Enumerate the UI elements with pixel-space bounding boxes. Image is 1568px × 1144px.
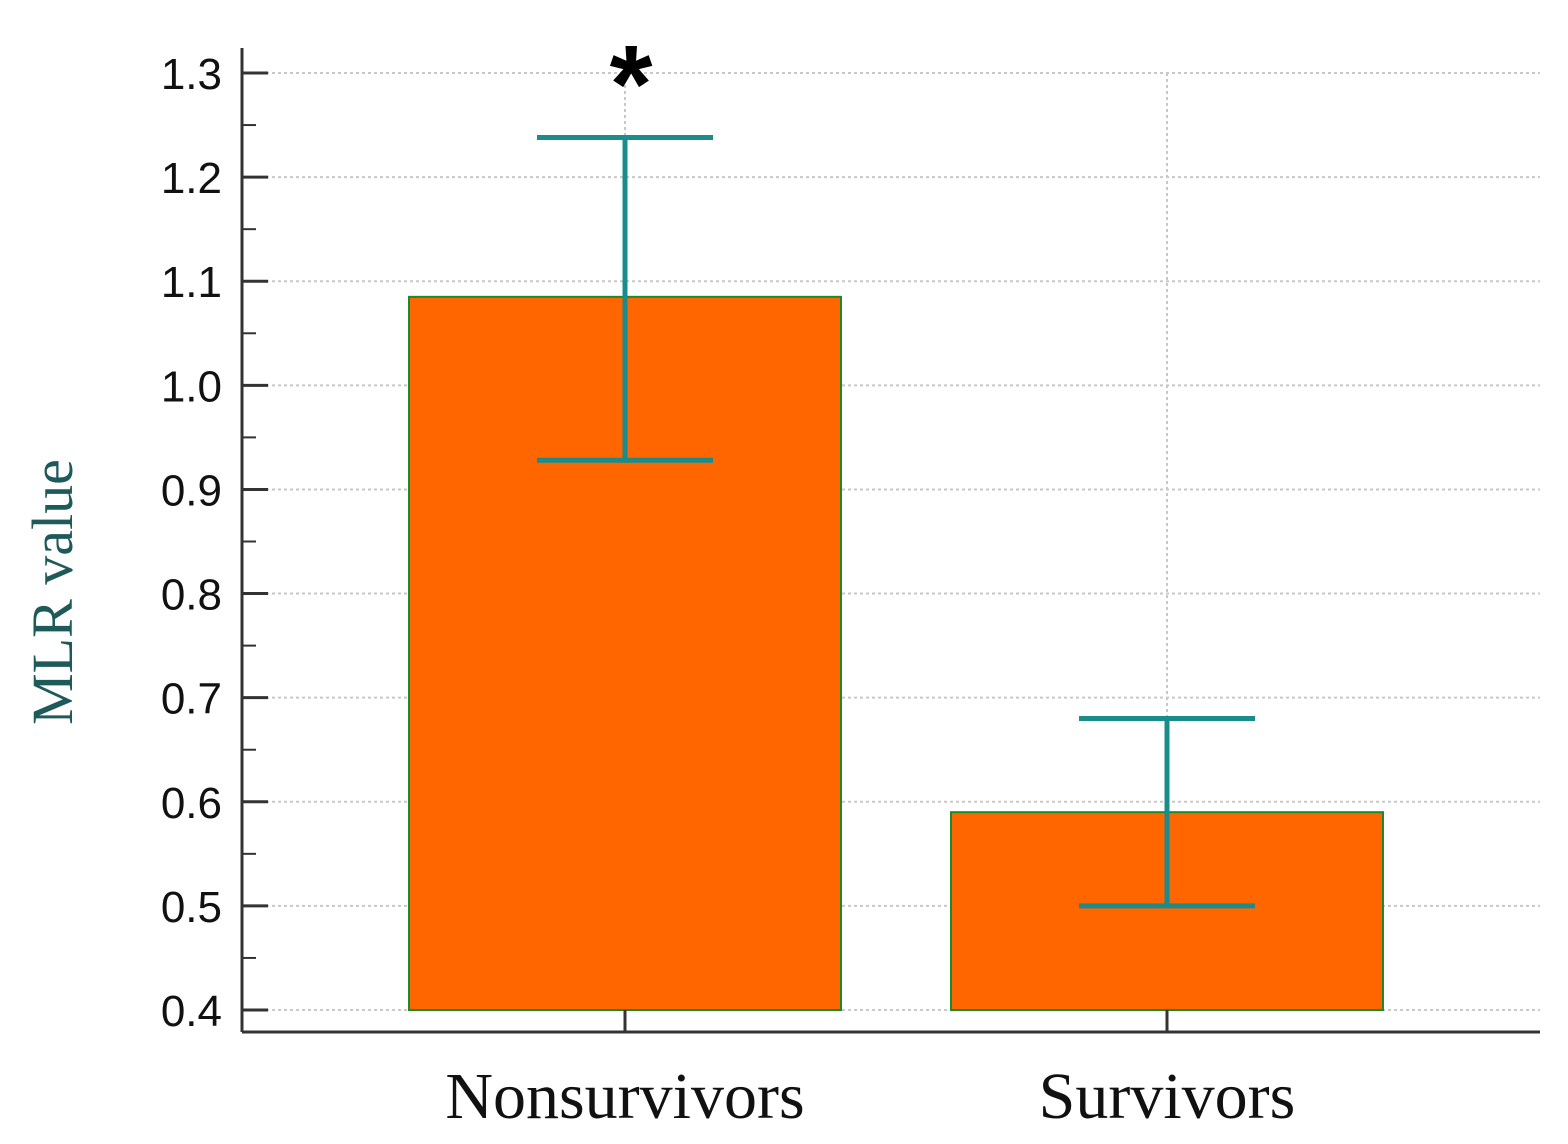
x-category-label-survivors: Survivors: [1039, 1060, 1296, 1133]
annotations: *: [610, 23, 653, 146]
x-category-labels: Nonsurvivors Survivors: [445, 1060, 1295, 1133]
bars: [408, 295, 1384, 1012]
y-tick-label: 0.7: [161, 675, 222, 724]
y-tick-label: 1.3: [161, 50, 222, 99]
y-tick-label: 0.9: [161, 466, 222, 515]
y-tick-label: 0.6: [161, 779, 222, 828]
y-tick-label: 0.8: [161, 571, 222, 620]
y-tick-labels: 0.4 0.5 0.6 0.7 0.8 0.9 1.0 1.1 1.2 1.3: [161, 50, 222, 1036]
error-bars: [537, 135, 1255, 909]
significance-asterisk: *: [610, 23, 653, 146]
y-tick-label: 1.0: [161, 362, 222, 411]
y-tick-label: 1.2: [161, 154, 222, 203]
x-category-label-nonsurvivors: Nonsurvivors: [445, 1060, 804, 1133]
axes: [240, 48, 1540, 1034]
y-tick-label: 1.1: [161, 258, 222, 307]
y-tick-label: 0.4: [161, 987, 222, 1036]
y-axis-title: MLR value: [20, 459, 85, 725]
y-tick-label: 0.5: [161, 883, 222, 932]
